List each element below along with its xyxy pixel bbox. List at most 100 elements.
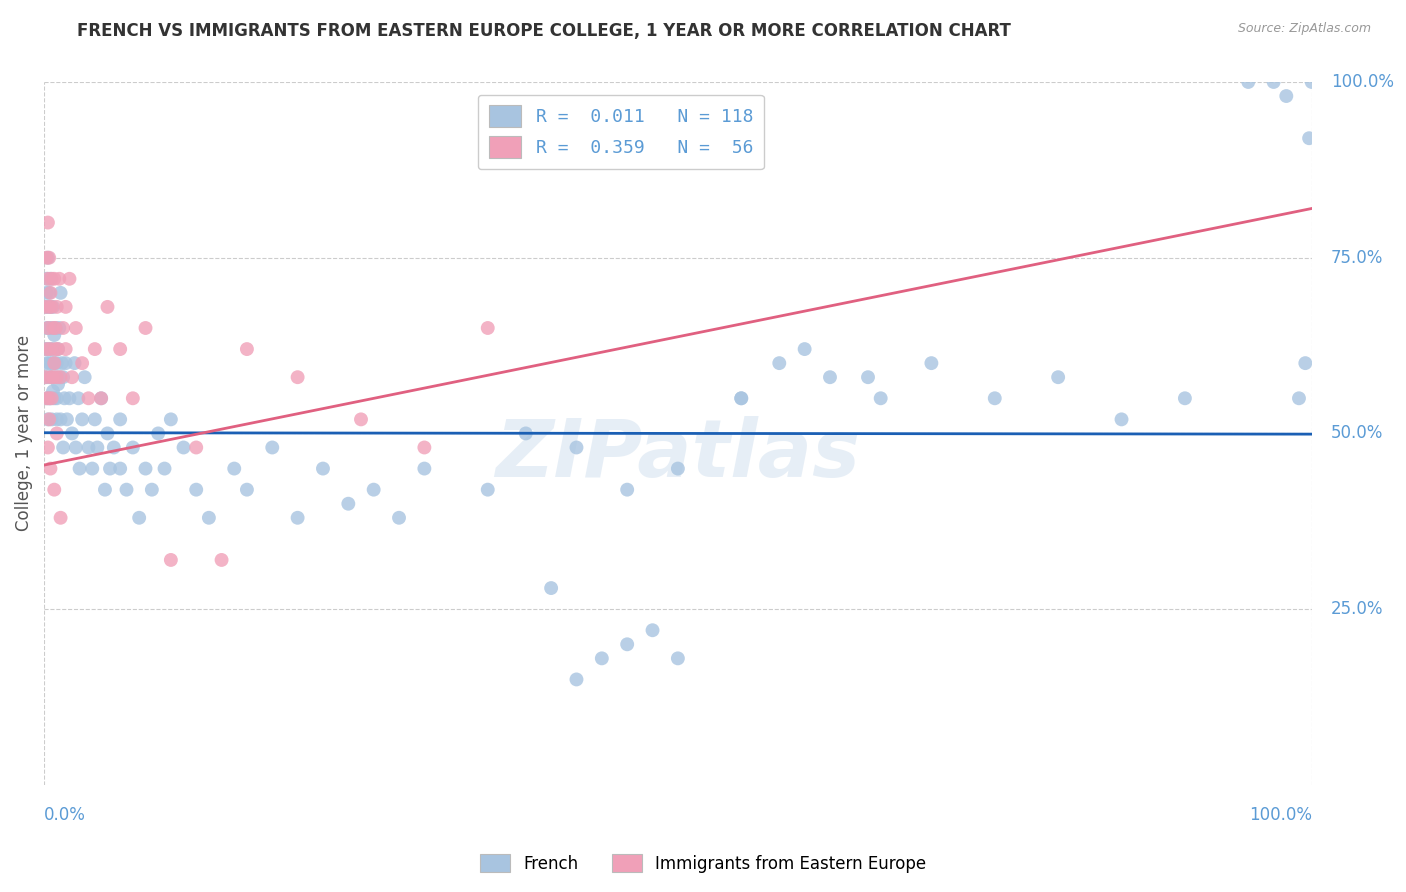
Point [37, 321, 59, 335]
Point [38, 392, 60, 406]
Point [41, 392, 63, 406]
Point [34, 370, 56, 384]
Point [108, 342, 131, 356]
Point [35, 356, 58, 370]
Point [39, 461, 62, 475]
Point [45, 370, 67, 384]
Text: FRENCH VS IMMIGRANTS FROM EASTERN EUROPE COLLEGE, 1 YEAR OR MORE CORRELATION CHA: FRENCH VS IMMIGRANTS FROM EASTERN EUROPE… [77, 22, 1011, 40]
Point [37, 412, 59, 426]
Point [44, 321, 66, 335]
Point [41, 321, 63, 335]
Point [63, 356, 86, 370]
Point [38, 300, 60, 314]
Point [90, 392, 112, 406]
Point [153, 461, 176, 475]
Point [42, 384, 65, 399]
Point [37, 216, 59, 230]
Point [39, 300, 62, 314]
Point [121, 441, 143, 455]
Text: 50.0%: 50.0% [1330, 425, 1384, 442]
Point [34, 300, 56, 314]
Point [60, 426, 83, 441]
Point [45, 392, 67, 406]
Point [35, 392, 58, 406]
Legend: R =  0.011   N = 118, R =  0.359   N =  56: R = 0.011 N = 118, R = 0.359 N = 56 [478, 95, 763, 169]
Point [44, 321, 66, 335]
Point [94, 483, 117, 497]
Text: ZIPatlas: ZIPatlas [495, 416, 860, 493]
Point [35, 285, 58, 300]
Point [287, 370, 309, 384]
Point [287, 510, 309, 524]
Point [39, 370, 62, 384]
Point [34, 370, 56, 384]
Text: 75.0%: 75.0% [1330, 249, 1384, 267]
Point [160, 553, 183, 567]
Point [39, 272, 62, 286]
Point [1301, 75, 1323, 89]
Point [44, 328, 66, 343]
Point [312, 461, 335, 475]
Point [45, 426, 67, 441]
Point [1237, 75, 1260, 89]
Point [869, 392, 891, 406]
Point [337, 497, 360, 511]
Point [115, 483, 138, 497]
Point [1111, 412, 1133, 426]
Point [52, 370, 75, 384]
Point [65, 441, 87, 455]
Point [666, 651, 689, 665]
Point [70, 356, 93, 370]
Point [69, 461, 91, 475]
Point [591, 651, 613, 665]
Point [98, 461, 121, 475]
Point [856, 370, 879, 384]
Point [37, 272, 59, 286]
Text: 25.0%: 25.0% [1330, 600, 1384, 618]
Point [1275, 89, 1298, 103]
Point [77, 441, 100, 455]
Point [70, 412, 93, 426]
Point [44, 342, 66, 356]
Point [565, 673, 588, 687]
Point [38, 356, 60, 370]
Point [148, 426, 170, 441]
Point [55, 342, 77, 356]
Point [39, 342, 62, 356]
Point [39, 342, 62, 356]
Point [49, 370, 72, 384]
Point [262, 441, 284, 455]
Point [38, 321, 60, 335]
Point [48, 272, 70, 286]
Point [41, 272, 63, 286]
Y-axis label: College, 1 year or more: College, 1 year or more [15, 335, 32, 532]
Point [65, 321, 87, 335]
Point [388, 510, 411, 524]
Point [53, 392, 76, 406]
Point [67, 392, 90, 406]
Point [616, 637, 638, 651]
Point [1263, 75, 1285, 89]
Point [48, 370, 70, 384]
Point [173, 441, 195, 455]
Point [77, 392, 100, 406]
Point [236, 342, 259, 356]
Point [41, 370, 63, 384]
Point [48, 321, 70, 335]
Point [86, 441, 108, 455]
Point [616, 483, 638, 497]
Point [35, 321, 58, 335]
Point [35, 251, 58, 265]
Point [45, 300, 67, 314]
Point [58, 392, 80, 406]
Point [37, 342, 59, 356]
Point [768, 356, 790, 370]
Point [37, 370, 59, 384]
Point [42, 321, 65, 335]
Point [44, 392, 66, 406]
Point [58, 272, 80, 286]
Point [51, 356, 73, 370]
Point [641, 624, 664, 638]
Point [46, 342, 69, 356]
Point [1298, 131, 1320, 145]
